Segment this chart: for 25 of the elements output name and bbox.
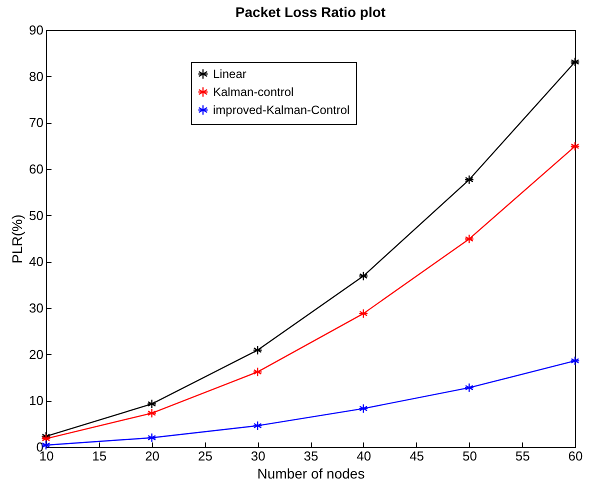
y-tick-label: 80	[29, 68, 44, 84]
x-axis-title: Number of nodes	[257, 466, 365, 482]
y-axis-title: PLR(%)	[9, 214, 26, 264]
x-tick-label: 35	[304, 448, 318, 464]
x-tick-label: 40	[356, 448, 372, 464]
y-tick-label: 20	[29, 346, 44, 362]
x-tick-label: 20	[145, 448, 160, 464]
y-tick-label: 60	[29, 162, 44, 176]
x-tick-label: 60	[568, 448, 583, 464]
legend-label: Kalman-control	[213, 85, 294, 99]
legend-label: Linear	[213, 67, 246, 81]
legend-label: improved-Kalman-Control	[213, 103, 350, 117]
x-tick-label: 50	[462, 448, 477, 464]
y-tick-label: 70	[29, 115, 44, 130]
x-tick-label: 15	[92, 448, 107, 464]
x-tick-label: 30	[250, 448, 266, 464]
y-tick-label: 30	[29, 300, 44, 316]
x-tick-label: 55	[515, 448, 530, 464]
y-tick-label: 10	[29, 393, 44, 408]
y-tick-label: 50	[29, 208, 44, 223]
y-tick-label: 90	[29, 22, 44, 38]
x-tick-label: 45	[410, 448, 424, 464]
y-tick-label: 40	[29, 254, 44, 270]
x-tick-label: 25	[198, 448, 212, 464]
chart-title: Packet Loss Ratio plot	[235, 4, 386, 20]
